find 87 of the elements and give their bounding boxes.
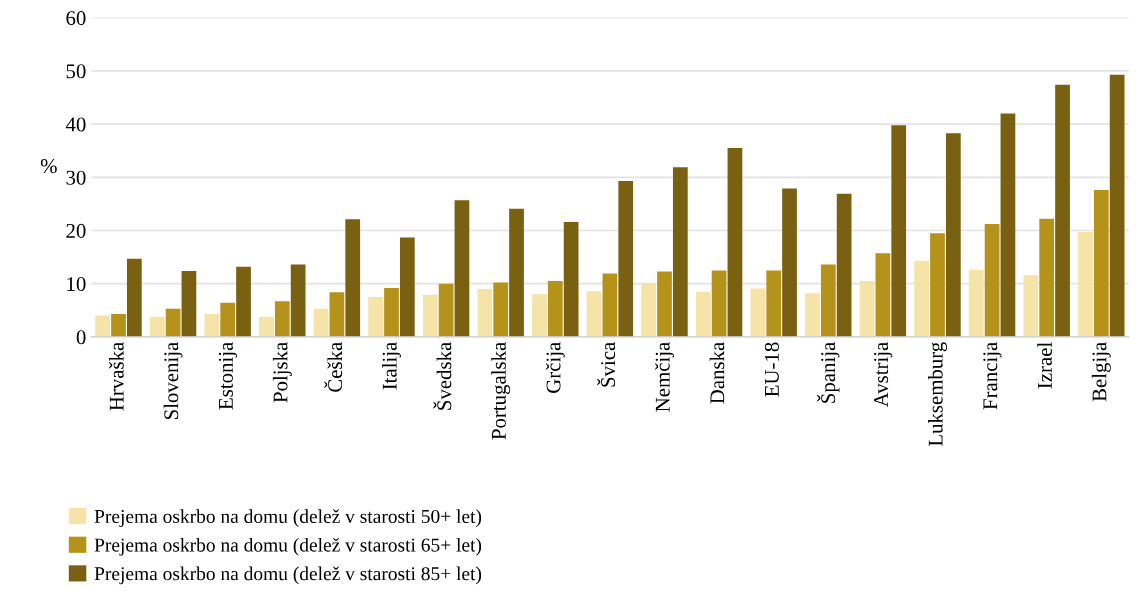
bar	[945, 133, 961, 337]
bar	[875, 253, 891, 337]
bar	[111, 314, 126, 337]
bar	[891, 125, 907, 337]
bar	[750, 288, 766, 337]
bar	[711, 270, 727, 337]
x-tick-label: Belgija	[1091, 342, 1111, 402]
bar	[399, 237, 415, 337]
bar	[930, 233, 945, 337]
x-tick-label: Izrael	[1037, 342, 1052, 389]
x-tick-label: Avstrija	[874, 342, 893, 408]
bar	[672, 167, 688, 337]
bar	[509, 208, 524, 337]
bar	[259, 316, 274, 337]
bar	[1093, 190, 1109, 337]
bar	[602, 273, 618, 337]
bar	[454, 200, 470, 337]
bar	[547, 281, 563, 337]
bar	[181, 270, 197, 337]
bar	[149, 316, 165, 337]
y-tick-label: 40	[65, 117, 86, 132]
x-tick-label: Francija	[983, 342, 1002, 410]
bar	[1023, 275, 1039, 337]
y-axis-title: %	[40, 159, 57, 174]
x-tick-label: Slovenija	[163, 342, 183, 420]
y-tick-label: 50	[66, 64, 86, 79]
bar	[165, 308, 181, 337]
x-tick-label: Nemčija	[655, 342, 674, 412]
y-tick-label: 60	[66, 11, 86, 26]
bar	[984, 224, 1000, 337]
bar	[618, 181, 634, 337]
x-tick-label: Italija	[382, 342, 401, 390]
bar	[329, 292, 345, 337]
bar	[657, 271, 672, 337]
x-tick-label: Portugalska	[491, 342, 511, 440]
bar	[345, 219, 361, 337]
bar	[313, 308, 329, 337]
bar	[126, 258, 142, 337]
y-tick-label: 0	[76, 330, 86, 345]
bar	[805, 293, 820, 337]
bar	[1078, 232, 1093, 337]
bar	[1039, 218, 1055, 337]
x-tick-label: Hrvaška	[109, 342, 124, 411]
bar	[766, 270, 782, 337]
bar	[493, 282, 509, 337]
x-tick-label: Švica	[597, 342, 616, 387]
bar	[1055, 84, 1070, 337]
bar	[95, 315, 111, 337]
bar	[836, 193, 852, 337]
bar	[1000, 113, 1016, 337]
bar	[1109, 74, 1125, 337]
bar	[422, 294, 438, 337]
x-tick-label: Češka	[324, 342, 343, 392]
legend-label: Prejema oskrbo na domu (delež v starosti 65+ let)	[94, 537, 482, 556]
bar	[695, 291, 711, 337]
bar	[914, 260, 930, 337]
bar	[236, 266, 251, 337]
bar	[368, 296, 384, 337]
x-tick-label: Poljska	[272, 342, 292, 403]
bar	[859, 281, 875, 337]
bar	[220, 302, 236, 337]
x-tick-label: Švedska	[433, 342, 452, 410]
bar	[968, 269, 984, 337]
x-tick-label: Estonija	[218, 342, 238, 410]
bar	[820, 264, 836, 337]
bar	[290, 264, 306, 337]
x-tick-label: EU-18	[764, 342, 779, 397]
bar	[204, 314, 220, 337]
y-tick-label: 10	[67, 277, 86, 292]
bar	[274, 301, 290, 337]
bar	[782, 188, 797, 337]
bar	[438, 283, 454, 337]
legend-label: Prejema oskrbo na domu (delež v starosti 85+ let)	[94, 566, 482, 585]
bar	[563, 221, 579, 337]
y-tick-label: 30	[66, 170, 86, 185]
x-tick-label: Grčija	[545, 342, 565, 393]
x-tick-label: Luksemburg	[928, 342, 947, 447]
bar	[384, 287, 399, 337]
bar	[477, 289, 493, 337]
bar	[641, 283, 657, 337]
y-tick-label: 20	[66, 223, 86, 238]
bar	[532, 294, 547, 337]
bar	[727, 148, 743, 337]
bar	[586, 291, 602, 337]
x-tick-label: Danska	[709, 342, 725, 404]
x-tick-label: Španija	[817, 342, 840, 403]
legend-label: Prejema oskrbo na domu (delež v starosti 50+ let)	[94, 509, 482, 527]
